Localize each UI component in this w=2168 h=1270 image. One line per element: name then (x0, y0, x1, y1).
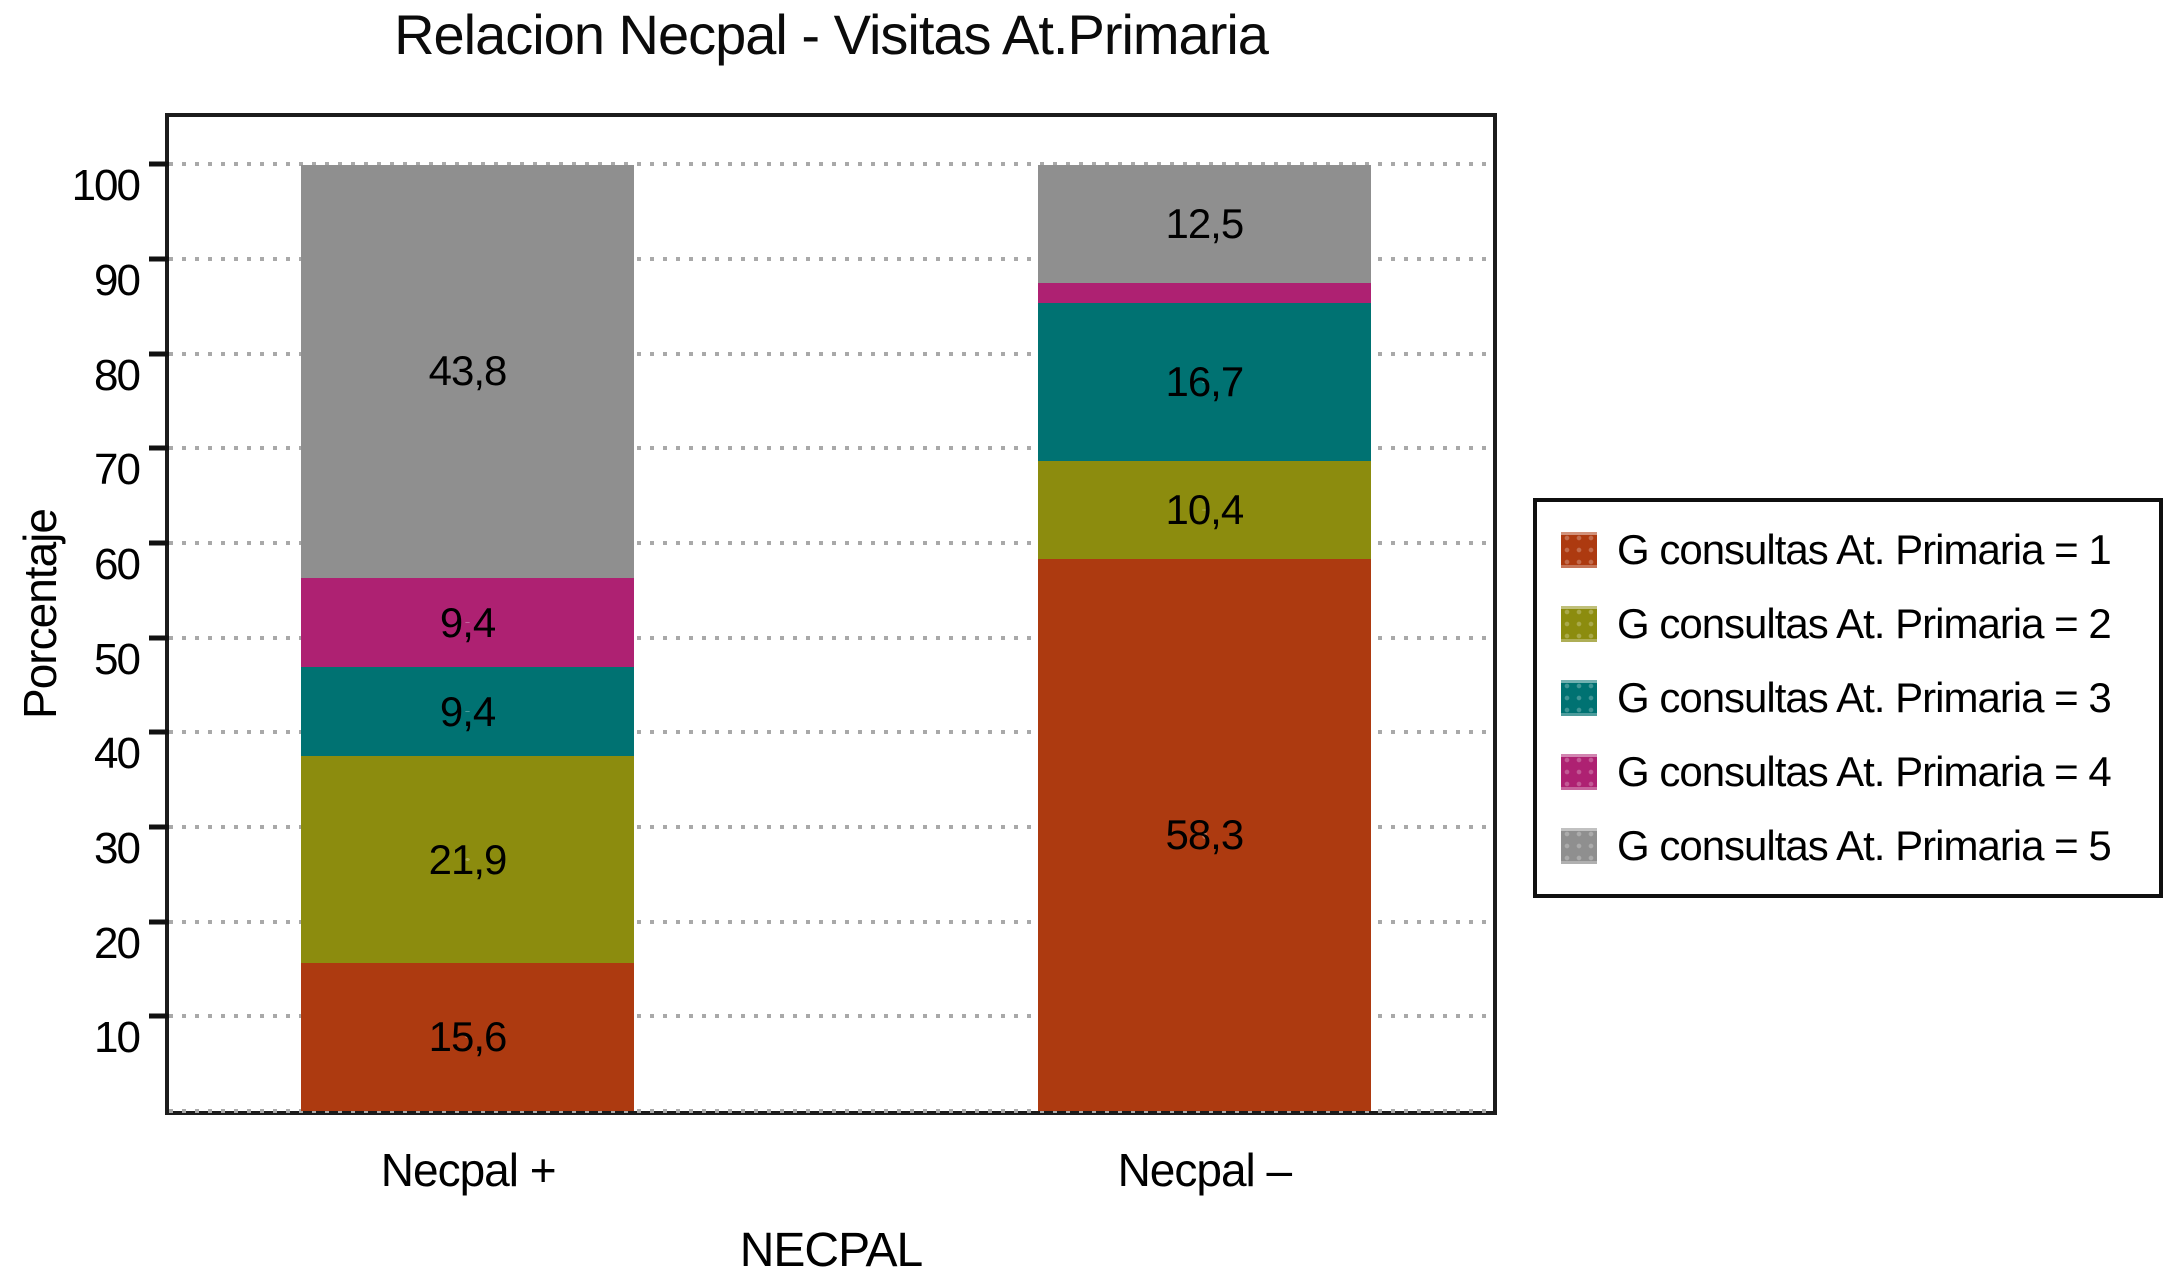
y-tick-label-100: 100 (71, 161, 141, 211)
legend-label: G consultas At. Primaria = 5 (1617, 822, 2112, 869)
legend-label: G consultas At. Primaria = 3 (1617, 674, 2112, 721)
y-tick-label-30: 30 (94, 824, 141, 873)
y-tick-label-90: 90 (94, 256, 141, 305)
y-tick-60 (149, 540, 169, 546)
y-tick-label-20: 20 (94, 918, 141, 968)
segment-value-label: 12,5 (1165, 199, 1244, 247)
y-tick-20 (149, 919, 169, 925)
legend-label: G consultas At. Primaria = 4 (1617, 748, 2112, 795)
chart-title: Relacion Necpal - Visitas At.Primaria (394, 3, 1269, 66)
y-tick-label-10: 10 (94, 1013, 141, 1063)
y-axis-title-text: Porcentaje (14, 509, 67, 719)
segment-value-label: 43,8 (428, 347, 508, 395)
gridline-60 (169, 541, 1493, 545)
y-tick-70 (149, 445, 169, 451)
gridline-0 (169, 1109, 1493, 1113)
legend-row-3: G consultas At. Primaria = 3 (1561, 661, 2159, 735)
y-tick-label-70: 70 (94, 445, 141, 495)
segment-value-label: 9,4 (439, 687, 496, 735)
gridline-40 (169, 730, 1493, 735)
plot-area: 10 20 30 40 50 60 70 80 90 100 15,6 21,9 9,4 9,4 43,8… (72, 113, 1497, 1270)
bar-segment-cat1-series3: 9,4 (301, 667, 634, 757)
segment-value-label: 21,9 (428, 835, 508, 883)
stacked-bar-2: 58,3 10,4 16,7 12,5 (1037, 164, 1372, 1111)
legend-label: G consultas At. Primaria = 2 (1617, 600, 2112, 647)
y-tick-label-50: 50 (94, 634, 141, 684)
gridline-80 (169, 351, 1493, 356)
bar-segment-cat1-series4: 9,4 (301, 578, 634, 668)
y-tick-100 (149, 161, 169, 167)
x-category-label-1: Necpal + (380, 1144, 557, 1196)
segment-value-label: 10,4 (1165, 486, 1244, 534)
y-tick-10 (149, 1013, 169, 1019)
legend-row-5: G consultas At. Primaria = 5 (1561, 809, 2159, 883)
bar-segment-cat2-series5: 12,5 (1037, 164, 1372, 284)
bar-segment-cat2-series3: 16,7 (1037, 302, 1372, 461)
bar-segment-cat1-series2: 21,9 (301, 756, 634, 964)
gridline-100 (169, 162, 1493, 167)
legend-swatch-icon (1561, 606, 1597, 642)
bar-segment-cat2-series1: 58,3 (1037, 559, 1372, 1111)
y-tick-90 (149, 256, 169, 262)
y-tick-30 (149, 824, 169, 830)
stacked-bar-1: 15,6 21,9 9,4 9,4 43,8 (301, 164, 634, 1111)
legend-swatch-icon (1561, 680, 1597, 716)
y-tick-label-60: 60 (94, 540, 141, 589)
segment-value-label: 9,4 (439, 598, 496, 646)
bar-segment-cat1-series5: 43,8 (301, 164, 634, 579)
legend-label: G consultas At. Primaria = 1 (1617, 526, 2112, 573)
legend-swatch-icon (1561, 828, 1597, 864)
segment-value-label: 15,6 (428, 1013, 508, 1061)
y-tick-label-40: 40 (94, 729, 141, 779)
x-category-label-2: Necpal – (1117, 1144, 1293, 1196)
gridline-20 (169, 919, 1493, 924)
y-tick-40 (149, 729, 169, 735)
gridline-10 (169, 1014, 1493, 1019)
bar-segment-cat2-series2: 10,4 (1037, 460, 1372, 560)
gridline-50 (169, 635, 1493, 640)
gridline-90 (169, 257, 1493, 261)
bar-segment-cat1-series1: 15,6 (301, 963, 634, 1111)
gridline-30 (169, 825, 1493, 829)
y-tick-80 (149, 351, 169, 357)
legend: G consultas At. Primaria = 1 G consultas … (1533, 498, 2163, 898)
bar-segment-cat2-series4 (1037, 283, 1372, 303)
y-tick-50 (149, 635, 169, 641)
legend-row-2: G consultas At. Primaria = 2 (1561, 587, 2159, 661)
x-axis-title: NECPAL (739, 1224, 924, 1270)
legend-swatch-icon (1561, 754, 1597, 790)
legend-row-4: G consultas At. Primaria = 4 (1561, 735, 2159, 809)
segment-value-label: 58,3 (1165, 811, 1244, 859)
gridline-70 (169, 446, 1493, 451)
legend-row-1: G consultas At. Primaria = 1 (1561, 513, 2159, 587)
legend-swatch-icon (1561, 532, 1597, 568)
y-tick-label-80: 80 (94, 350, 141, 400)
segment-value-label: 16,7 (1165, 357, 1244, 405)
